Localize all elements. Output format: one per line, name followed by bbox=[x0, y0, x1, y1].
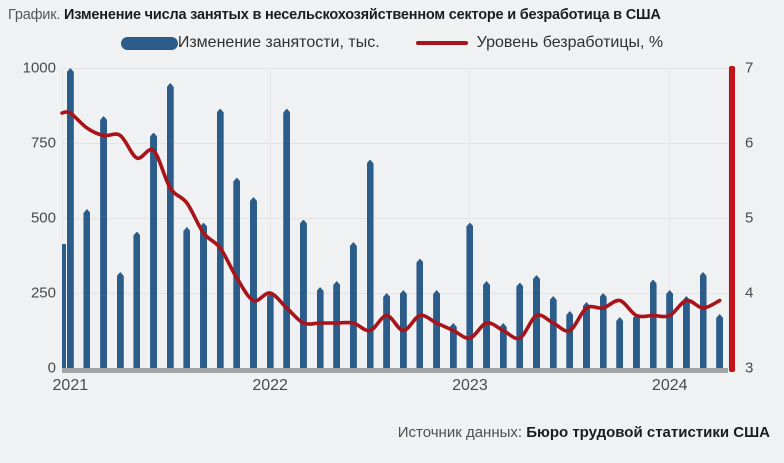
gridline-vertical bbox=[62, 68, 63, 368]
gridline-horizontal bbox=[62, 217, 728, 219]
gridline-vertical bbox=[469, 68, 471, 368]
left-axis-tick-label: 0 bbox=[47, 359, 56, 377]
bar bbox=[632, 314, 640, 368]
x-axis-year-label: 2024 bbox=[651, 377, 688, 394]
left-axis-tick-label: 750 bbox=[30, 134, 56, 152]
bar bbox=[133, 231, 141, 368]
legend: Изменение занятости, тыс. Уровень безраб… bbox=[0, 34, 784, 52]
unemployment-line-path bbox=[60, 110, 722, 341]
gridline-horizontal bbox=[62, 67, 728, 69]
x-axis: 2021 2022 2023 2024 bbox=[53, 377, 728, 397]
right-axis-tick-label: 3 bbox=[745, 359, 754, 377]
bar bbox=[83, 209, 91, 368]
gridline-horizontal bbox=[62, 142, 728, 144]
bar bbox=[516, 282, 524, 368]
right-axis-tick-label: 5 bbox=[745, 209, 754, 227]
bar bbox=[433, 290, 441, 368]
bar bbox=[316, 287, 324, 368]
bars-legend-label: Изменение занятости, тыс. bbox=[177, 34, 380, 51]
bar bbox=[299, 219, 307, 368]
right-axis-tick-label: 7 bbox=[745, 59, 754, 77]
gridline-vertical bbox=[669, 68, 671, 368]
right-axis-tick-label: 6 bbox=[745, 134, 754, 152]
page-title: График. Изменение числа занятых в несель… bbox=[8, 7, 661, 23]
x-axis-baseline bbox=[62, 368, 728, 373]
bars-legend-swatch bbox=[120, 36, 178, 50]
title-prefix: График. bbox=[8, 7, 61, 23]
bar bbox=[66, 68, 74, 368]
bar bbox=[150, 132, 158, 368]
bar bbox=[582, 302, 590, 368]
bar bbox=[699, 272, 707, 368]
source-note: Источник данных: Бюро трудовой статистик… bbox=[398, 424, 770, 441]
bar bbox=[216, 108, 224, 368]
bar bbox=[666, 290, 674, 368]
x-axis-year-label: 2023 bbox=[452, 377, 488, 394]
left-axis-tick-label: 250 bbox=[30, 284, 56, 302]
plot-area bbox=[60, 67, 729, 369]
left-axis: 0 250 500 750 1000 bbox=[0, 60, 56, 377]
bar bbox=[100, 116, 108, 368]
bar bbox=[566, 311, 574, 368]
bar bbox=[549, 296, 557, 368]
bar bbox=[383, 293, 391, 368]
left-axis-tick-label: 500 bbox=[30, 209, 56, 227]
right-axis: 3 4 5 6 7 bbox=[745, 60, 775, 377]
line-legend-swatch bbox=[415, 41, 468, 45]
bar bbox=[599, 293, 607, 368]
bar bbox=[266, 293, 274, 368]
source-prefix: Источник данных: bbox=[397, 424, 527, 441]
x-axis-year-label: 2021 bbox=[52, 377, 89, 394]
bar bbox=[416, 258, 424, 368]
x-axis-year-label: 2022 bbox=[252, 377, 288, 394]
bar-partial-edge bbox=[62, 243, 66, 368]
left-axis-tick-label: 1000 bbox=[22, 59, 56, 77]
bar bbox=[449, 323, 457, 368]
title-main: Изменение числа занятых в несельскохозяй… bbox=[64, 7, 661, 23]
bar bbox=[183, 227, 191, 368]
gridline-vertical bbox=[728, 68, 729, 368]
bar bbox=[283, 108, 291, 368]
unemployment-line bbox=[60, 110, 722, 341]
bar bbox=[466, 222, 474, 368]
line-legend-label: Уровень безработицы, % bbox=[476, 34, 664, 51]
source-name: Бюро трудовой статистики США bbox=[526, 424, 770, 441]
bar bbox=[349, 242, 357, 368]
bar bbox=[233, 177, 241, 368]
bar bbox=[166, 83, 174, 368]
right-axis-tick-label: 4 bbox=[745, 284, 754, 302]
bar bbox=[616, 317, 624, 368]
bar bbox=[716, 314, 724, 368]
right-axis-accent-bar bbox=[729, 66, 735, 372]
bar bbox=[533, 275, 541, 368]
bar bbox=[499, 323, 507, 368]
bar bbox=[649, 279, 657, 368]
bar bbox=[116, 272, 124, 368]
bar bbox=[366, 159, 374, 368]
bar bbox=[249, 197, 257, 368]
bar bbox=[682, 296, 690, 368]
bar bbox=[200, 222, 208, 368]
gridline-vertical bbox=[269, 68, 271, 368]
gridline-horizontal bbox=[62, 292, 728, 294]
